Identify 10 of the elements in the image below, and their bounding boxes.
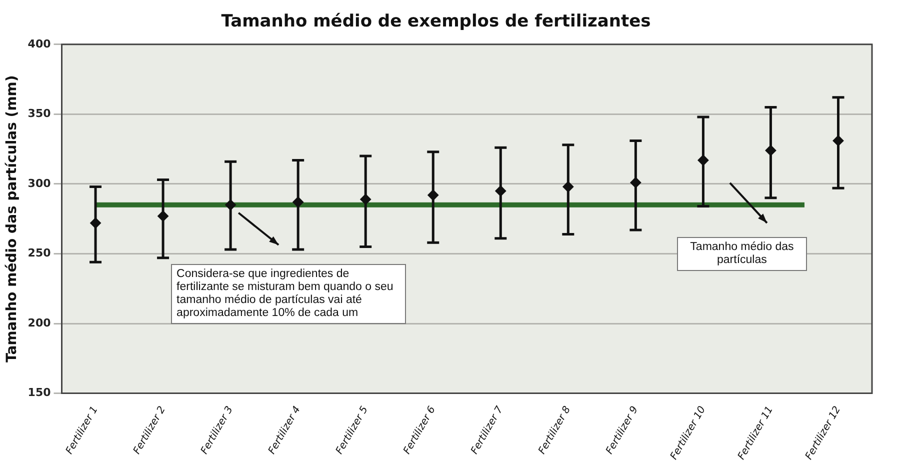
y-axis-title: Tamanho médio das partículas (mm) — [4, 75, 20, 362]
y-tick-label: 250 — [28, 246, 52, 260]
note-box: Considera-se que ingredientes de fertilizante se misturam bem quando o seu tamanho médio de partículas vai até aproximadamente 10% de cada um — [170, 264, 406, 324]
y-tick-label: 200 — [28, 316, 52, 330]
y-tick-label: 350 — [28, 107, 52, 120]
chart-title: Tamanho médio de exemplos de fertilizantes — [221, 12, 651, 32]
y-tick-label: 150 — [28, 386, 52, 400]
y-tick-label: 400 — [28, 37, 52, 50]
y-tick-label: 300 — [28, 176, 52, 190]
label-box: Tamanho médio das partículas — [676, 236, 807, 271]
